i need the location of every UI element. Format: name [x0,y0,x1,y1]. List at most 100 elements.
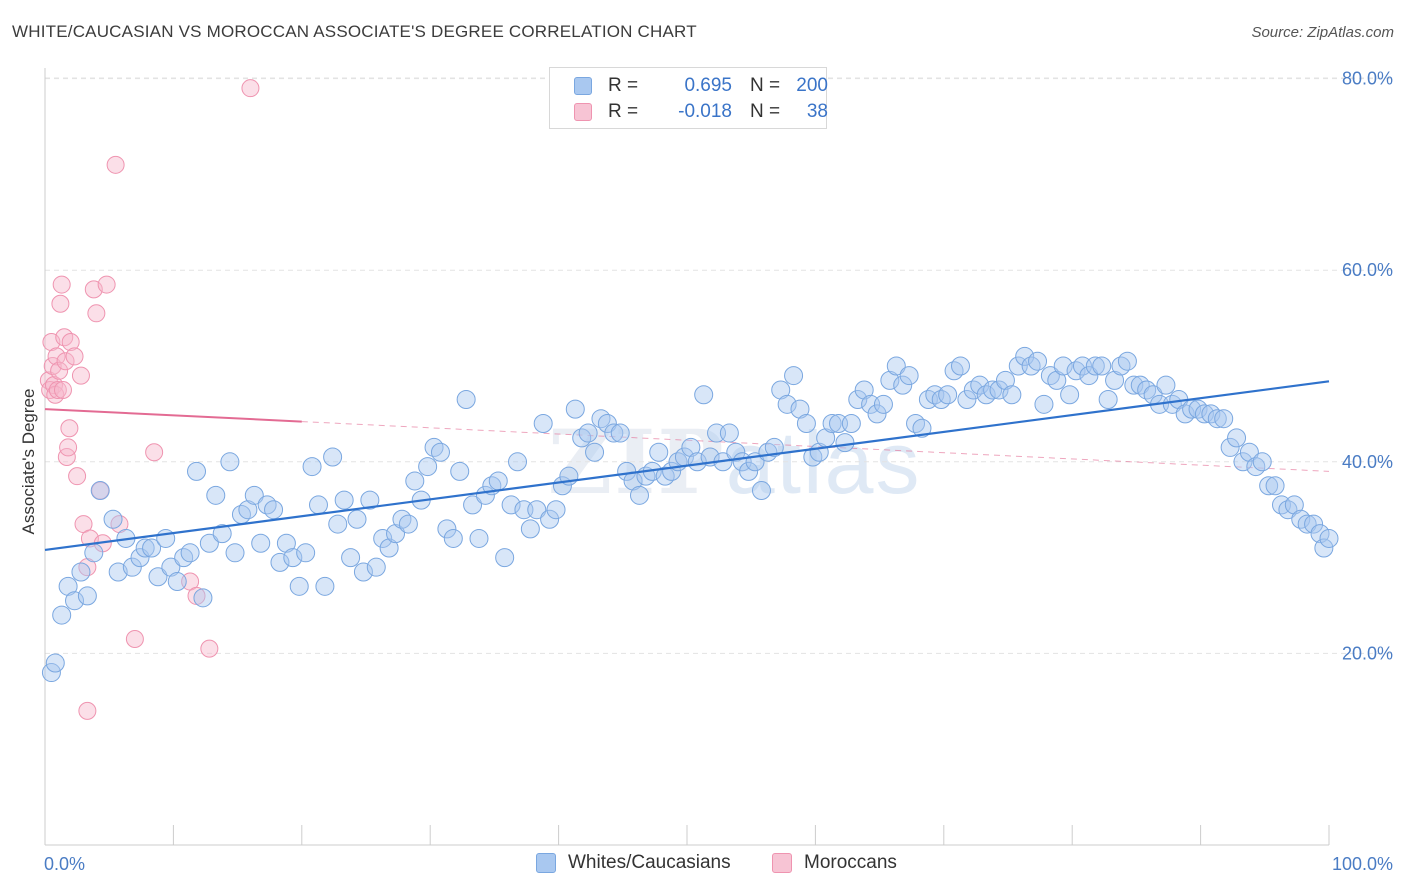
white-point [1053,356,1073,376]
bottom-swatch-blue [536,853,556,873]
white-point [220,452,240,472]
white-point [405,471,425,491]
white-point [1194,404,1214,424]
white-point [187,461,207,481]
white-point [77,586,97,606]
moroccan-point [71,366,90,385]
white-point [302,457,322,477]
legend-r-value: -0.018 [678,101,732,122]
white-point [1047,370,1067,390]
white-point [353,562,373,582]
white-point [854,380,874,400]
white-point [1227,428,1247,448]
bottom-legend-label: Whites/Caucasians [568,852,731,873]
moroccan-point [68,467,87,486]
white-point [540,509,560,529]
white-point [546,500,566,520]
white-point [289,576,309,596]
legend-n-label: N = [750,101,781,122]
white-point [687,452,707,472]
y-tick-label: 60.0% [1342,260,1393,280]
moroccan-trend-line [44,408,302,423]
white-point [893,375,913,395]
white-point [957,390,977,410]
legend-swatch-pink [574,103,592,121]
moroccan-point [59,438,78,457]
white-point [443,528,463,548]
white-point [142,538,162,558]
white-point [578,423,598,443]
white-point [899,366,919,386]
white-point [122,557,142,577]
white-point [1214,409,1234,429]
white-point [1002,385,1022,405]
white-point [604,423,624,443]
white-point [719,423,739,443]
white-point [790,399,810,419]
white-point [1079,366,1099,386]
white-point [193,588,213,608]
white-point [527,500,547,520]
white-point [585,442,605,462]
white-point [398,514,418,534]
white-point [1207,409,1227,429]
tick-labels: 20.0% 40.0% 60.0% 80.0% 0.0% 100.0% Associate'… [19,69,1393,874]
white-points [41,346,1339,683]
white-point [597,413,617,433]
bottom-legend-label: Moroccans [804,852,897,873]
legend-r-label: R = [608,101,639,122]
white-point [983,380,1003,400]
moroccan-point [125,630,144,649]
white-point [1098,390,1118,410]
y-tick-label: 80.0% [1342,69,1393,89]
white-point [276,533,296,553]
white-point [469,528,489,548]
white-point [206,485,226,505]
white-point [1060,385,1080,405]
moroccan-point [48,380,67,399]
white-point [1239,442,1259,462]
legend-n-value: 38 [806,101,828,122]
white-point [848,390,868,410]
moroccan-point [65,347,84,366]
white-point [238,500,258,520]
white-point [873,394,893,414]
white-point [989,380,1009,400]
white-point [886,356,906,376]
white-point [649,442,669,462]
white-point [90,481,110,501]
moroccan-point [50,361,69,380]
moroccan-trend [44,408,1330,472]
white-point [995,370,1015,390]
x-tick-label: 0.0% [44,854,85,874]
white-point [52,605,72,625]
white-point [1252,452,1272,472]
white-point [323,447,343,467]
white-point [784,366,804,386]
white-point [1259,476,1279,496]
white-point [822,413,842,433]
white-point [373,528,393,548]
white-point [65,591,85,611]
y-tick-label: 20.0% [1342,643,1393,663]
moroccan-point [78,701,97,720]
white-point [1015,346,1035,366]
legend-r-label: R = [608,75,639,96]
white-point [283,548,303,568]
white-point [1314,538,1334,558]
white-point [610,423,630,443]
legend-swatch-blue [574,77,592,95]
moroccan-point [97,275,116,294]
white-point [296,543,316,563]
source-note: Source: ZipAtlas.com [1251,24,1394,41]
white-point [328,514,348,534]
white-point [366,557,386,577]
white-point [225,543,245,563]
white-point [180,543,200,563]
white-point [135,538,155,558]
white-point [251,533,271,553]
white-point [1105,370,1125,390]
moroccan-point [241,79,260,98]
moroccan-points [39,79,260,720]
white-point [1220,437,1240,457]
